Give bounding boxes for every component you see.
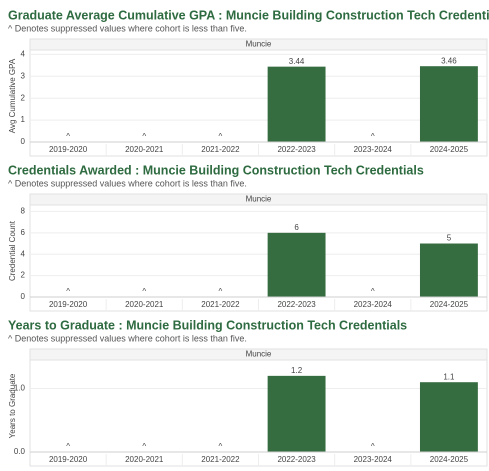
y-tick-label: 1.0 xyxy=(14,384,26,393)
x-tick-label: 2023-2024 xyxy=(354,300,393,309)
x-tick-label: 2021-2022 xyxy=(201,455,240,464)
y-axis-label: Years to Graduate xyxy=(8,373,17,438)
y-tick-label: 0.0 xyxy=(14,447,26,456)
value-label: ^ xyxy=(142,287,146,296)
chart-title: Credentials Awarded : Muncie Building Co… xyxy=(8,163,424,177)
value-label: ^ xyxy=(66,132,70,141)
chart-subtitle: ^ Denotes suppressed values where cohort… xyxy=(8,23,247,33)
bar xyxy=(267,375,326,452)
x-tick-label: 2020-2021 xyxy=(125,145,164,154)
value-label: 6 xyxy=(294,223,299,232)
y-tick-label: 0 xyxy=(21,137,26,146)
x-tick-label: 2023-2024 xyxy=(354,145,393,154)
plot-frame xyxy=(29,204,488,312)
chart-subtitle: ^ Denotes suppressed values where cohort… xyxy=(8,333,247,343)
y-tick-label: 2 xyxy=(21,93,26,102)
chart-subtitle: ^ Denotes suppressed values where cohort… xyxy=(8,178,247,188)
x-tick-label: 2019-2020 xyxy=(49,300,88,309)
x-tick-label: 2021-2022 xyxy=(201,300,240,309)
bar xyxy=(419,66,478,142)
plot-frame xyxy=(29,49,488,157)
value-label: ^ xyxy=(371,132,375,141)
panel-label: Muncie xyxy=(246,195,272,204)
chart-title: Graduate Average Cumulative GPA : Muncie… xyxy=(8,8,489,22)
panel-label: Muncie xyxy=(246,350,272,359)
y-tick-label: 8 xyxy=(21,207,26,216)
x-tick-label: 2022-2023 xyxy=(277,300,316,309)
x-tick-label: 2019-2020 xyxy=(49,455,88,464)
y-axis-label: Credential Count xyxy=(8,220,17,281)
x-tick-label: 2021-2022 xyxy=(201,145,240,154)
x-tick-label: 2023-2024 xyxy=(354,455,393,464)
value-label: ^ xyxy=(219,287,223,296)
value-label: ^ xyxy=(371,287,375,296)
y-tick-label: 1 xyxy=(21,115,26,124)
bar xyxy=(419,243,478,297)
value-label: ^ xyxy=(66,287,70,296)
value-label: ^ xyxy=(142,442,146,451)
x-tick-label: 2020-2021 xyxy=(125,300,164,309)
y-axis-label: Avg Cumulative GPA xyxy=(8,58,17,133)
y-tick-label: 4 xyxy=(21,249,26,258)
x-tick-label: 2022-2023 xyxy=(277,455,316,464)
x-tick-label: 2019-2020 xyxy=(49,145,88,154)
y-tick-label: 4 xyxy=(21,49,26,58)
x-tick-label: 2020-2021 xyxy=(125,455,164,464)
value-label: 3.46 xyxy=(441,56,457,65)
value-label: ^ xyxy=(142,132,146,141)
chart-title: Years to Graduate : Muncie Building Cons… xyxy=(8,318,407,332)
value-label: 5 xyxy=(447,234,452,243)
value-label: 3.44 xyxy=(289,57,305,66)
x-tick-label: 2022-2023 xyxy=(277,145,316,154)
value-label: ^ xyxy=(219,132,223,141)
x-tick-label: 2024-2025 xyxy=(430,145,469,154)
value-label: ^ xyxy=(371,442,375,451)
bar xyxy=(267,232,326,297)
bar xyxy=(419,382,478,452)
panel-label: Muncie xyxy=(246,40,272,49)
value-label: ^ xyxy=(66,442,70,451)
x-tick-label: 2024-2025 xyxy=(430,455,469,464)
plot-frame xyxy=(29,359,488,467)
value-label: ^ xyxy=(219,442,223,451)
y-tick-label: 3 xyxy=(21,71,26,80)
value-label: 1.1 xyxy=(443,372,455,381)
y-tick-label: 6 xyxy=(21,228,26,237)
y-tick-label: 0 xyxy=(21,292,26,301)
value-label: 1.2 xyxy=(291,366,303,375)
x-tick-label: 2024-2025 xyxy=(430,300,469,309)
bar xyxy=(267,66,326,142)
y-tick-label: 2 xyxy=(21,271,26,280)
